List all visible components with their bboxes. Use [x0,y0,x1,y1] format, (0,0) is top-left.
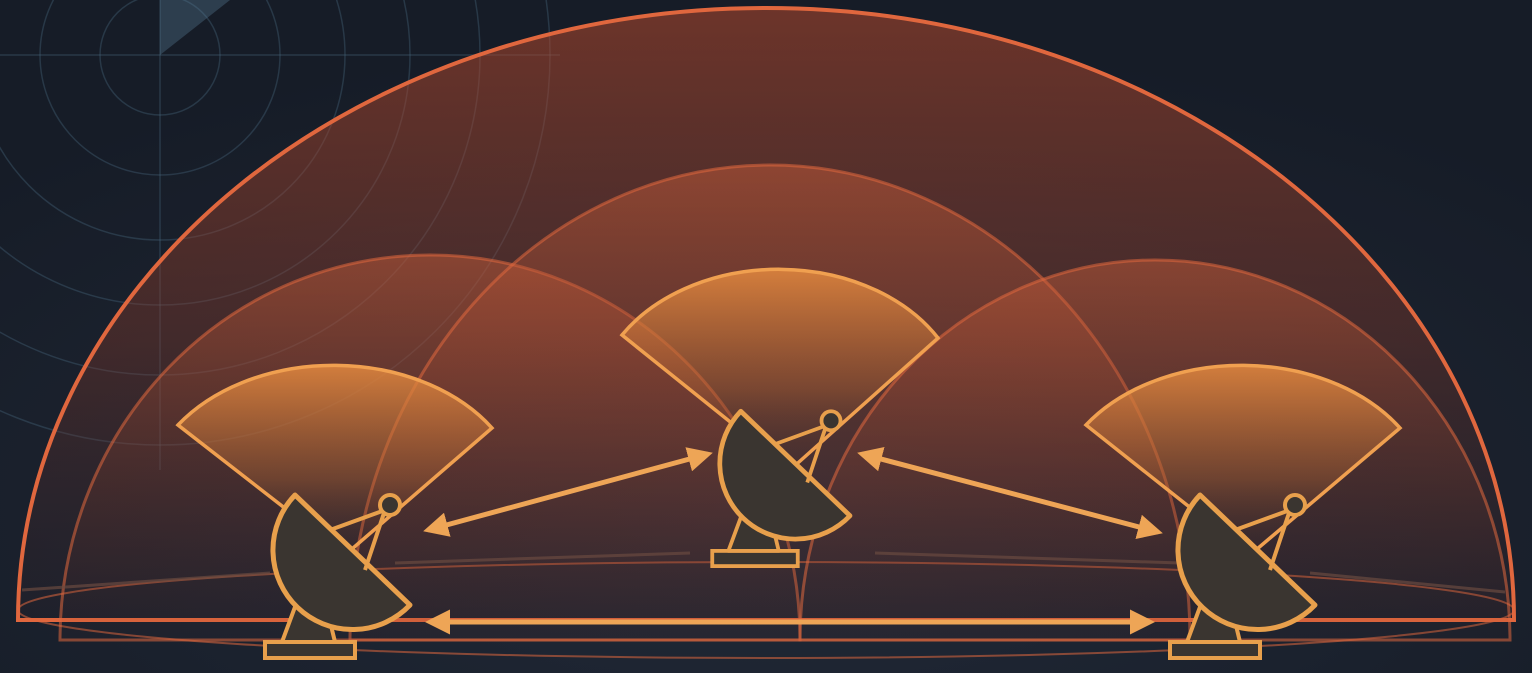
link-left-center [423,447,713,537]
satellite-dish-icon [1168,492,1318,660]
satellite-dish-icon [710,408,853,568]
ground-streaks [21,551,1506,594]
beam-center [619,267,941,473]
beam-right [1083,363,1403,558]
antenna-group [263,408,1318,660]
beam-left [175,363,495,558]
satellite-dish-icon [263,492,413,660]
radar-sweep [160,0,230,55]
link-center-right [857,447,1163,539]
link-arrows [423,447,1163,635]
antenna-beams [175,267,1403,558]
